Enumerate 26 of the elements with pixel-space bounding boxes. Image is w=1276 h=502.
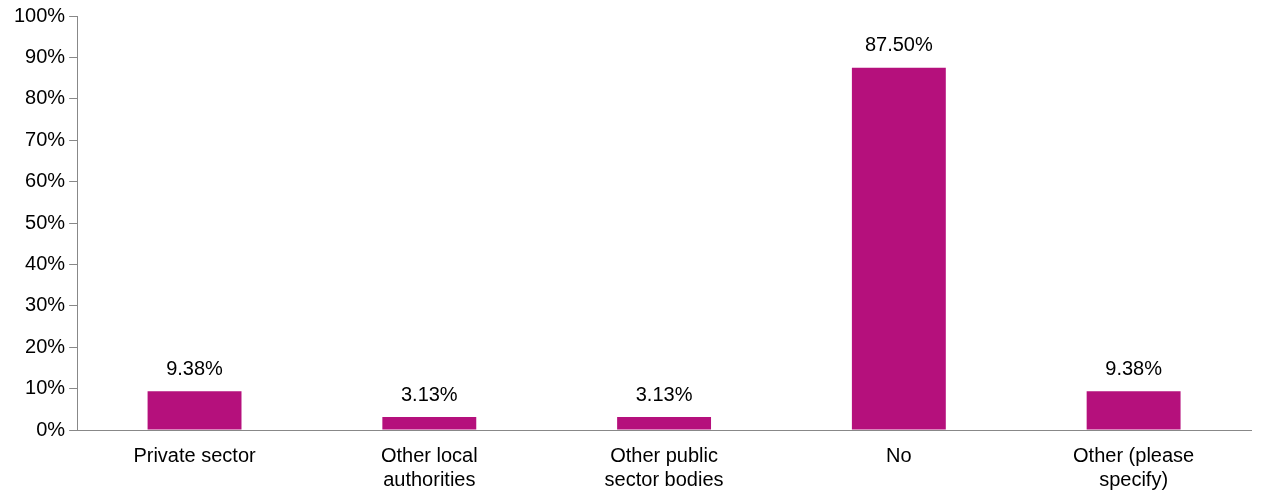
- data-label: 87.50%: [864, 33, 933, 56]
- y-tick-label: 80%: [25, 86, 66, 109]
- y-tick-label: 0%: [36, 417, 66, 440]
- bar: [147, 391, 242, 430]
- x-tick-label: Other local authorities: [380, 443, 478, 490]
- x-tick-label: Other (please specify): [1073, 443, 1195, 490]
- bar: [382, 417, 477, 430]
- y-tick-label: 30%: [25, 293, 66, 316]
- data-label: 9.38%: [166, 356, 224, 379]
- bar: [851, 67, 946, 430]
- y-tick-label: 70%: [25, 127, 66, 150]
- data-label: 3.13%: [635, 382, 693, 405]
- x-tick-label: Private sector: [133, 443, 257, 466]
- y-tick-label: 60%: [25, 169, 66, 192]
- x-tick-label: Other public sector bodies: [604, 443, 724, 490]
- y-tick-label: 100%: [14, 3, 66, 26]
- bar: [1086, 391, 1181, 430]
- y-tick-label: 40%: [25, 251, 66, 274]
- x-tick-label: No: [886, 443, 912, 466]
- y-tick-label: 20%: [25, 334, 66, 357]
- y-tick-label: 90%: [25, 44, 66, 67]
- data-label: 3.13%: [400, 382, 458, 405]
- data-label: 9.38%: [1105, 356, 1163, 379]
- bar: [617, 417, 712, 430]
- y-tick-label: 50%: [25, 210, 66, 233]
- y-tick-label: 10%: [25, 376, 66, 399]
